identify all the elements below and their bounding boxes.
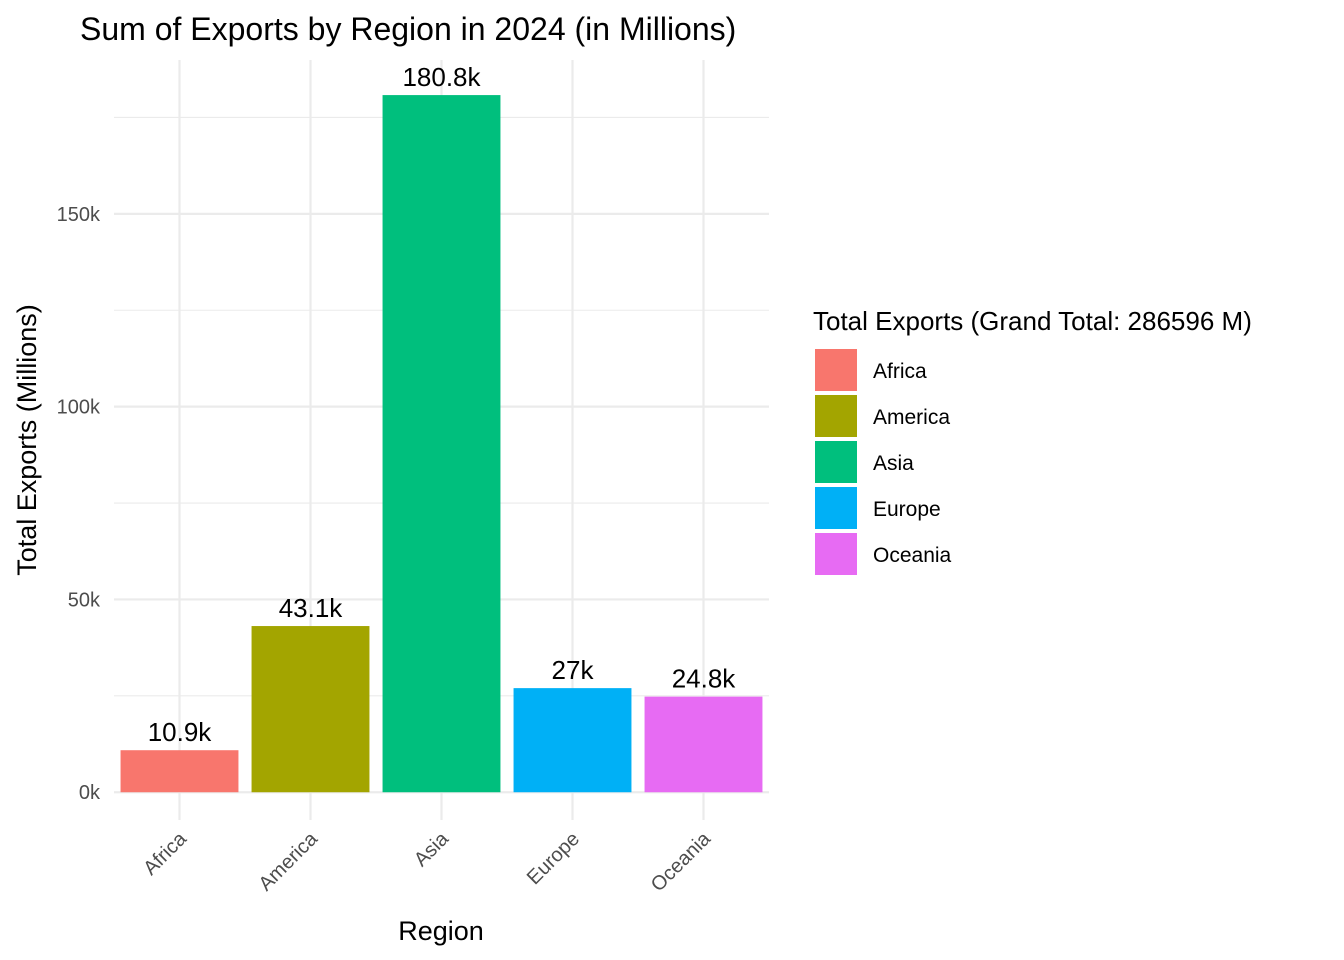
legend-label-asia: Asia: [873, 452, 914, 475]
bar-america: [251, 626, 370, 793]
y-tick-label: 0k: [79, 782, 101, 804]
legend-label-oceania: Oceania: [873, 544, 952, 567]
legend-label-america: America: [873, 406, 950, 429]
data-label-africa: 10.9k: [148, 717, 213, 747]
x-tick-label-asia: Asia: [410, 827, 454, 871]
bar-oceania: [644, 696, 763, 793]
y-tick-label: 100k: [57, 397, 101, 419]
x-tick-label-africa: Africa: [139, 827, 191, 879]
data-labels: 10.9k 43.1k 180.8k 27k 24.8k: [148, 62, 737, 747]
x-tick-label-europe: Europe: [523, 828, 584, 889]
x-tick-label-oceania: Oceania: [647, 827, 716, 896]
data-label-asia: 180.8k: [402, 62, 481, 92]
x-axis-title: Region: [398, 916, 484, 946]
y-axis-title: Total Exports (Millions): [12, 304, 42, 576]
legend-key-europe: [815, 487, 857, 529]
bar-asia: [382, 95, 501, 793]
legend-key-america: [815, 395, 857, 437]
data-label-oceania: 24.8k: [672, 664, 737, 694]
bars: [120, 95, 763, 793]
legend-label-europe: Europe: [873, 498, 941, 521]
legend: Total Exports (Grand Total: 286596 M) Af…: [813, 306, 1252, 575]
x-tick-label-america: America: [255, 827, 323, 895]
bar-africa: [120, 750, 239, 793]
legend-label-africa: Africa: [873, 360, 927, 383]
x-axis-ticks: Africa America Asia Europe Oceania: [139, 827, 715, 896]
y-tick-label: 50k: [68, 589, 101, 611]
data-label-america: 43.1k: [279, 593, 344, 623]
bar-europe: [513, 688, 632, 793]
y-tick-label: 150k: [57, 204, 101, 226]
y-axis-ticks: 0k 50k 100k 150k: [57, 204, 101, 804]
chart-title: Sum of Exports by Region in 2024 (in Mil…: [80, 11, 736, 47]
data-label-europe: 27k: [552, 655, 595, 685]
legend-key-africa: [815, 349, 857, 391]
legend-key-asia: [815, 441, 857, 483]
legend-title: Total Exports (Grand Total: 286596 M): [813, 306, 1252, 336]
legend-key-oceania: [815, 533, 857, 575]
